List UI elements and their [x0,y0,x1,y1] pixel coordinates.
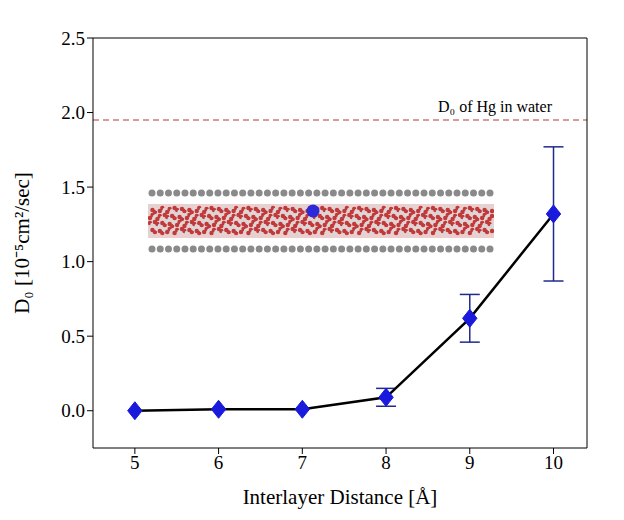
svg-text:5: 5 [130,452,140,473]
svg-text:10: 10 [544,452,563,473]
svg-text:8: 8 [381,452,391,473]
svg-text:2.0: 2.0 [61,102,85,123]
svg-text:6: 6 [214,452,224,473]
svg-text:1.0: 1.0 [61,251,85,272]
svg-text:1.5: 1.5 [61,177,85,198]
svg-text:7: 7 [298,452,308,473]
svg-text:9: 9 [465,452,475,473]
svg-text:Interlayer Distance [Å]: Interlayer Distance [Å] [243,485,438,509]
svg-text:D₀ [10⁻⁵cm²/sec]: D₀ [10⁻⁵cm²/sec] [10,172,34,314]
svg-text:2.5: 2.5 [61,28,85,49]
svg-text:0.5: 0.5 [61,326,85,347]
svg-text:D₀ of Hg in water: D₀ of Hg in water [438,98,553,116]
svg-text:0.0: 0.0 [61,400,85,421]
